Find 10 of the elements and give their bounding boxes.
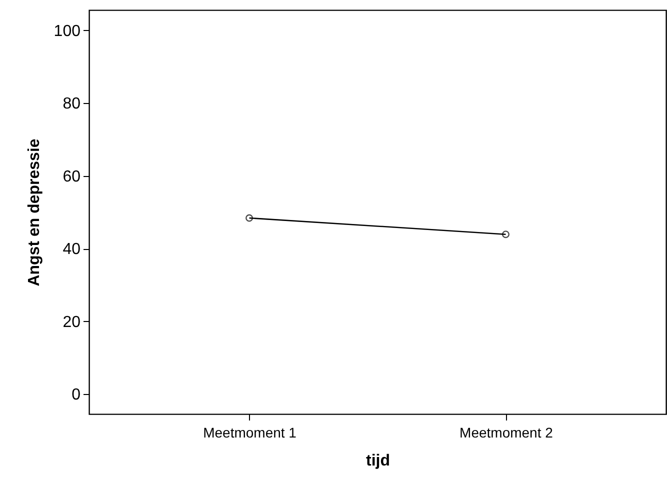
x-axis-title: tijd [366,452,390,470]
y-tick-label: 60 [62,168,81,186]
y-tick-label: 0 [72,386,81,404]
x-tick-label: Meetmoment 2 [460,424,554,440]
y-tick-label: 100 [54,22,81,40]
y-tick-label: 80 [62,96,81,113]
y-axis-title: Angst en depressie [26,138,43,286]
y-tick-label: 20 [62,314,81,331]
y-tick-label: 40 [62,241,81,258]
x-tick-label: Meetmoment 1 [203,424,297,440]
